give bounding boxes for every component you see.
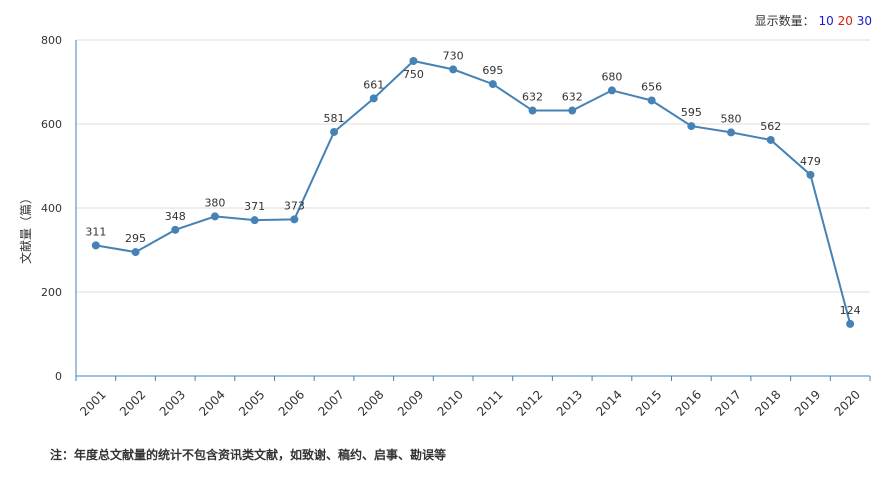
data-label: 695 bbox=[482, 64, 503, 77]
data-point bbox=[330, 127, 339, 136]
data-point bbox=[131, 248, 140, 257]
y-tick-label: 400 bbox=[41, 202, 62, 215]
y-axis-title: 文献量（篇） bbox=[18, 192, 33, 264]
x-tick-label: 2020 bbox=[832, 387, 863, 418]
x-tick-label: 2005 bbox=[236, 387, 267, 418]
data-label: 581 bbox=[324, 112, 345, 125]
y-tick-label: 200 bbox=[41, 286, 62, 299]
x-tick-label: 2004 bbox=[196, 387, 227, 418]
data-label: 680 bbox=[601, 70, 622, 83]
data-label: 373 bbox=[284, 199, 305, 212]
data-point bbox=[210, 212, 219, 221]
data-label: 380 bbox=[204, 196, 225, 209]
x-tick-label: 2006 bbox=[276, 387, 307, 418]
data-point bbox=[488, 80, 497, 89]
data-point bbox=[91, 241, 100, 250]
x-tick-label: 2009 bbox=[395, 387, 426, 418]
series-line bbox=[95, 59, 852, 325]
data-label: 595 bbox=[681, 106, 702, 119]
x-tick-label: 2001 bbox=[77, 387, 108, 418]
data-label: 632 bbox=[562, 91, 583, 104]
display-count-control: 显示数量： 10 20 30 bbox=[755, 12, 872, 29]
data-label: 562 bbox=[760, 120, 781, 133]
data-label: 124 bbox=[840, 304, 861, 317]
data-point bbox=[568, 106, 577, 115]
x-tick-label: 2019 bbox=[792, 387, 823, 418]
data-label: 348 bbox=[165, 210, 186, 223]
x-tick-label: 2017 bbox=[712, 387, 743, 418]
x-tick-label: 2010 bbox=[435, 387, 466, 418]
x-tick-label: 2002 bbox=[117, 387, 148, 418]
data-point bbox=[806, 170, 815, 179]
y-tick-label: 0 bbox=[55, 370, 62, 383]
display-count-option-30[interactable]: 30 bbox=[856, 14, 872, 28]
x-tick-label: 2015 bbox=[633, 387, 664, 418]
data-point bbox=[766, 135, 775, 144]
data-point bbox=[409, 57, 418, 65]
y-tick-label: 600 bbox=[41, 118, 62, 131]
y-tick-label: 800 bbox=[41, 34, 62, 47]
data-label: 750 bbox=[403, 68, 424, 81]
x-tick-label: 2003 bbox=[157, 387, 188, 418]
x-tick-label: 2016 bbox=[673, 387, 704, 418]
data-point bbox=[528, 106, 537, 115]
data-label: 580 bbox=[721, 112, 742, 125]
data-point bbox=[290, 215, 299, 224]
data-label: 311 bbox=[85, 225, 106, 238]
display-count-option-20[interactable]: 20 bbox=[837, 14, 853, 28]
data-point bbox=[687, 122, 696, 131]
data-label: 730 bbox=[443, 49, 464, 62]
data-label: 632 bbox=[522, 91, 543, 104]
data-point bbox=[647, 96, 656, 105]
line-chart: 0 200 400 600 800 2001 2002 2003 2004 2005 2006 200… bbox=[18, 34, 871, 419]
x-tick-label: 2013 bbox=[554, 387, 585, 418]
data-label: 371 bbox=[244, 200, 265, 213]
data-point bbox=[369, 94, 378, 103]
data-label: 656 bbox=[641, 80, 662, 93]
data-point bbox=[727, 128, 736, 137]
footnote: 注：年度总文献量的统计不包含资讯类文献，如致谢、稿约、启事、勘误等 bbox=[50, 448, 447, 462]
data-point bbox=[846, 319, 855, 328]
display-count-label: 显示数量： bbox=[754, 14, 815, 28]
x-tick-label: 2012 bbox=[514, 387, 545, 418]
x-tick-label: 2018 bbox=[752, 387, 783, 418]
data-point bbox=[449, 65, 458, 74]
x-tick-label: 2014 bbox=[593, 387, 624, 418]
data-point bbox=[250, 216, 259, 225]
data-point bbox=[171, 225, 180, 234]
data-label: 479 bbox=[800, 155, 821, 168]
data-label: 661 bbox=[363, 78, 384, 91]
x-tick-label: 2011 bbox=[474, 387, 505, 418]
x-tick-label: 2007 bbox=[315, 387, 346, 418]
x-tick-label: 2008 bbox=[355, 387, 386, 418]
display-count-option-10[interactable]: 10 bbox=[818, 14, 834, 28]
data-point bbox=[607, 86, 616, 95]
data-label: 295 bbox=[125, 232, 146, 245]
